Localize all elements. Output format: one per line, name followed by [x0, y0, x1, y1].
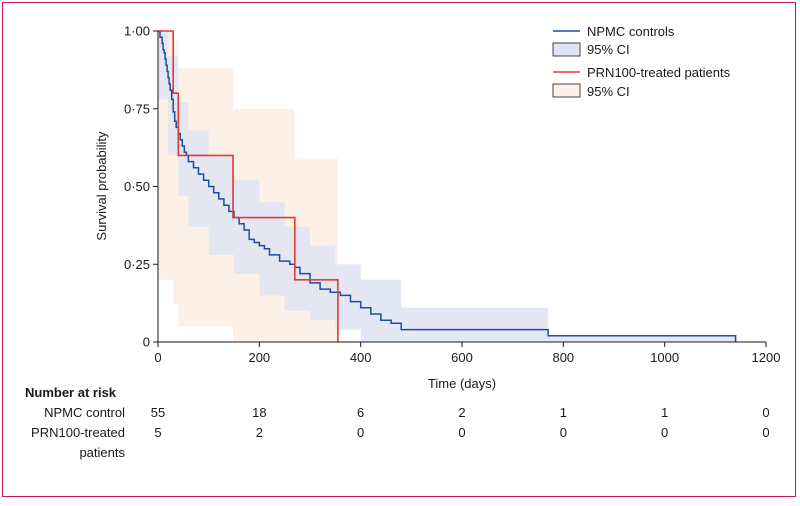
x-tick-label: 200: [248, 350, 270, 365]
risk-value: 2: [458, 405, 465, 420]
x-tick-label: 600: [451, 350, 473, 365]
risk-row-label-prn-line1: PRN100-treated: [31, 425, 125, 440]
legend-npmc-ci-swatch: [552, 42, 581, 57]
x-tick-label: 400: [350, 350, 372, 365]
x-tick-label: 0: [154, 350, 161, 365]
x-tick-label: 800: [552, 350, 574, 365]
risk-value: 1: [560, 405, 567, 420]
x-axis-label: Time (days): [428, 376, 496, 391]
risk-row-label-npmc: NPMC control: [44, 405, 125, 420]
legend-npmc-ci-label: 95% CI: [587, 42, 630, 57]
ticks: 0 200 400 600 800 1000 1200 0 0·25 0·50 0·75 1·00: [124, 24, 780, 366]
risk-values: 55 18 6 2 1 1 0 5 2 0 0 0 0 0: [151, 405, 770, 440]
y-tick-label: 0·75: [124, 101, 150, 116]
figure-frame: [2, 2, 796, 497]
y-tick-label: 0·50: [124, 179, 150, 194]
survival-curves: [158, 30, 737, 342]
legend-prn-label: PRN100-treated patients: [587, 65, 731, 80]
risk-value: 0: [357, 425, 364, 440]
risk-value: 6: [357, 405, 364, 420]
risk-value: 5: [154, 425, 161, 440]
risk-value: 1: [661, 405, 668, 420]
risk-value: 2: [256, 425, 263, 440]
legend-prn-ci-label: 95% CI: [587, 84, 630, 99]
npmc-survival-line: [158, 30, 737, 342]
x-tick-label: 1000: [650, 350, 679, 365]
y-tick-label: 0: [143, 335, 150, 350]
y-axis-label: Survival probability: [94, 131, 109, 241]
risk-value: 0: [762, 405, 769, 420]
risk-value: 0: [661, 425, 668, 440]
legend-prn-ci-swatch: [552, 83, 581, 98]
risk-value: 0: [762, 425, 769, 440]
risk-value: 18: [252, 405, 266, 420]
y-tick-label: 0·25: [124, 257, 150, 272]
x-tick-label: 1200: [752, 350, 781, 365]
risk-value: 0: [560, 425, 567, 440]
y-tick-label: 1·00: [124, 24, 150, 39]
number-at-risk-table: Number at risk NPMC control PRN100-treat…: [25, 385, 770, 460]
prn-survival-line: [158, 30, 339, 342]
legend-npmc-label: NPMC controls: [587, 24, 675, 39]
risk-value: 0: [458, 425, 465, 440]
npmc-ci-band: [158, 31, 736, 342]
risk-row-label-prn-line2: patients: [79, 445, 125, 460]
risk-value: 55: [151, 405, 165, 420]
risk-table-title: Number at risk: [25, 385, 117, 400]
legend: NPMC controls 95% CI PRN100-treated pati…: [552, 24, 731, 99]
